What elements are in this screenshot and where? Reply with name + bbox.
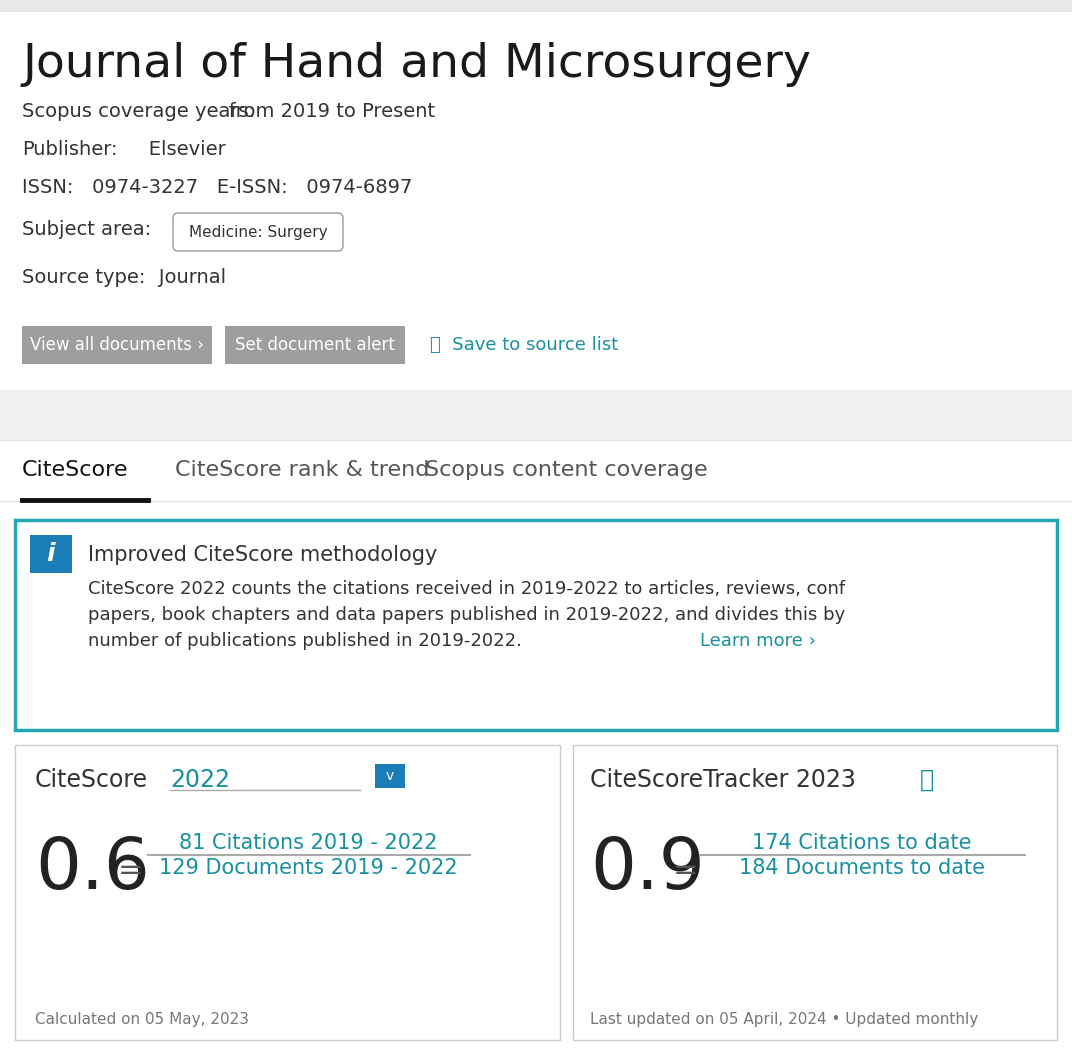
Bar [0, 0, 1072, 12]
Text: 0.9: 0.9 [590, 836, 705, 905]
Text: Scopus coverage years:: Scopus coverage years: [23, 102, 255, 121]
Text: v: v [386, 769, 394, 783]
Text: Medicine: Surgery: Medicine: Surgery [189, 224, 327, 239]
Bar [0, 390, 1072, 440]
FancyBboxPatch shape [225, 326, 405, 364]
FancyBboxPatch shape [15, 745, 560, 1040]
FancyBboxPatch shape [173, 213, 343, 251]
FancyBboxPatch shape [23, 326, 212, 364]
Text: 81 Citations 2019 - 2022: 81 Citations 2019 - 2022 [179, 833, 437, 853]
Text: 2022: 2022 [170, 768, 230, 792]
Text: 💾  Save to source list: 💾 Save to source list [430, 336, 619, 354]
Text: 174 Citations to date: 174 Citations to date [753, 833, 971, 853]
Text: ⓘ: ⓘ [920, 768, 934, 792]
Text: CiteScoreTracker 2023: CiteScoreTracker 2023 [590, 768, 855, 792]
Text: Set document alert: Set document alert [235, 336, 394, 354]
Text: 129 Documents 2019 - 2022: 129 Documents 2019 - 2022 [159, 858, 458, 878]
Text: papers, book chapters and data papers published in 2019-2022, and divides this b: papers, book chapters and data papers pu… [88, 606, 845, 624]
Text: ISSN:   0974-3227   E-ISSN:   0974-6897: ISSN: 0974-3227 E-ISSN: 0974-6897 [23, 178, 413, 197]
FancyBboxPatch shape [30, 535, 72, 573]
Text: Last updated on 05 April, 2024 • Updated monthly: Last updated on 05 April, 2024 • Updated… [590, 1013, 979, 1027]
Text: i: i [47, 542, 56, 566]
Text: Journal of Hand and Microsurgery: Journal of Hand and Microsurgery [23, 42, 812, 87]
Text: Learn more ›: Learn more › [700, 632, 816, 650]
FancyBboxPatch shape [574, 745, 1057, 1040]
Text: Source type:: Source type: [23, 268, 146, 287]
Text: CiteScore: CiteScore [35, 768, 148, 792]
Text: number of publications published in 2019-2022.: number of publications published in 2019… [88, 632, 534, 650]
Text: =: = [673, 856, 699, 884]
Text: Journal: Journal [140, 268, 226, 287]
Text: Subject area:: Subject area: [23, 220, 151, 239]
Text: Improved CiteScore methodology: Improved CiteScore methodology [88, 545, 437, 565]
Text: View all documents ›: View all documents › [30, 336, 204, 354]
Text: Elsevier: Elsevier [130, 140, 226, 159]
Text: Publisher:: Publisher: [23, 140, 118, 159]
Text: 184 Documents to date: 184 Documents to date [739, 858, 985, 878]
Text: Scopus content coverage: Scopus content coverage [425, 460, 708, 480]
Text: =: = [118, 856, 144, 884]
FancyBboxPatch shape [375, 764, 405, 788]
FancyBboxPatch shape [15, 519, 1057, 730]
Text: Calculated on 05 May, 2023: Calculated on 05 May, 2023 [35, 1013, 249, 1027]
Text: CiteScore 2022 counts the citations received in 2019-2022 to articles, reviews, : CiteScore 2022 counts the citations rece… [88, 580, 845, 598]
Text: CiteScore rank & trend: CiteScore rank & trend [175, 460, 430, 480]
Text: CiteScore: CiteScore [23, 460, 129, 480]
Text: 0.6: 0.6 [35, 836, 150, 905]
Text: from 2019 to Present: from 2019 to Present [210, 102, 435, 121]
